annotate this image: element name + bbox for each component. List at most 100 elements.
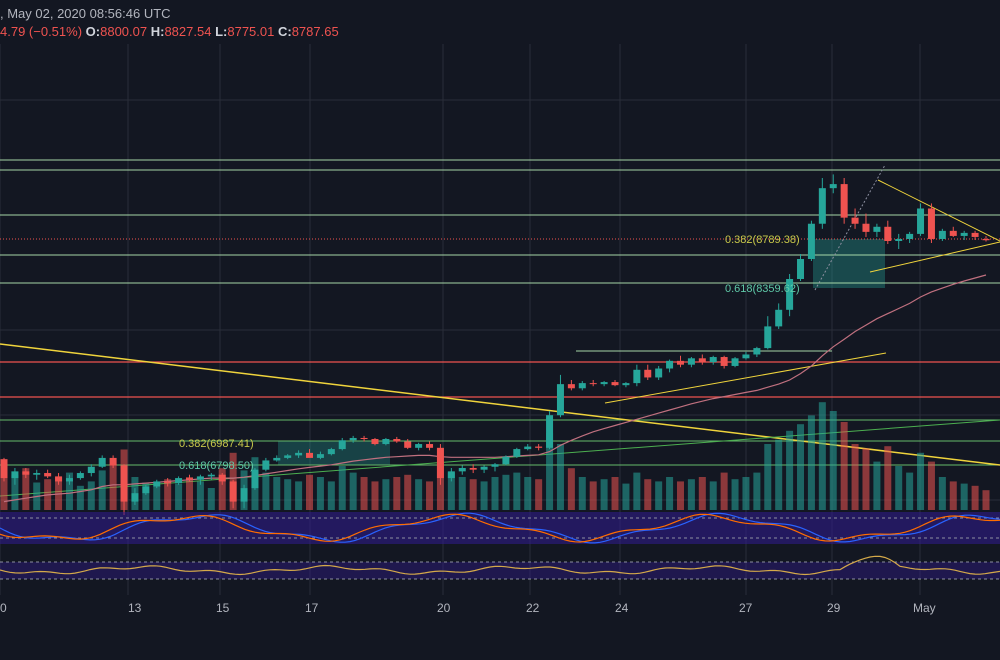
candle-body <box>556 384 564 416</box>
x-tick-label: 17 <box>305 601 319 615</box>
candle-body <box>862 223 870 232</box>
candle-body <box>622 383 630 386</box>
volume-bar <box>884 446 892 510</box>
volume-bar <box>775 439 783 510</box>
candle-body <box>273 457 281 461</box>
candle-body <box>131 493 139 502</box>
volume-bar <box>567 468 575 510</box>
volume-bar <box>480 481 488 510</box>
candle-body <box>360 437 368 439</box>
candle-body <box>76 473 84 479</box>
rsi-band <box>0 562 1000 579</box>
volume-bar <box>262 472 270 510</box>
candle-body <box>917 208 925 234</box>
volume-bar <box>949 481 957 510</box>
candlesticks <box>0 174 990 515</box>
volume-bar <box>786 430 794 510</box>
candle-body <box>153 481 161 487</box>
volume-bar <box>676 481 684 510</box>
candle-body <box>731 358 739 366</box>
volume-bar <box>862 448 870 510</box>
candle-body <box>207 474 215 477</box>
candle-body <box>927 208 935 239</box>
candle-body <box>458 468 466 472</box>
volume-bar <box>11 474 19 510</box>
candle-body <box>982 238 990 241</box>
candle-body <box>535 446 543 448</box>
volume-bar <box>175 483 183 510</box>
candle-body <box>480 466 488 470</box>
volume-bar <box>546 433 554 510</box>
volume-bar <box>927 461 935 510</box>
volume-bar <box>589 481 597 510</box>
volume-bar <box>753 472 761 510</box>
volume-bar <box>655 481 663 510</box>
candle-body <box>306 452 314 458</box>
candle-body <box>98 457 106 467</box>
triangle-upper-line <box>877 179 1000 242</box>
candle-body <box>676 360 684 365</box>
candle-body <box>393 439 401 442</box>
candle-body <box>262 460 270 470</box>
candle-body <box>229 481 237 502</box>
close-value: 8787.65 <box>291 24 339 39</box>
candle-body <box>502 456 510 465</box>
candle-body <box>829 184 837 189</box>
candle-body <box>775 309 783 327</box>
candle-body <box>971 232 979 237</box>
candle-body <box>666 360 674 369</box>
volume-bar <box>196 481 204 510</box>
fib-zone-upper <box>813 239 885 288</box>
x-tick-label: 29 <box>827 601 841 615</box>
ohlc-header: , May 02, 2020 08:56:46 UTC 4.79 (−0.51%… <box>0 0 1000 44</box>
volume-bar <box>524 477 532 510</box>
x-tick-label: 0 <box>0 601 7 615</box>
volume-bar <box>720 472 728 510</box>
volume-bar <box>906 472 914 510</box>
candle-body <box>720 357 728 366</box>
candle-body <box>709 357 717 363</box>
volume-bar <box>840 422 848 510</box>
candle-body <box>404 441 412 448</box>
close-label: C: <box>277 24 292 39</box>
volume-bar <box>316 477 324 510</box>
volume-bar <box>764 444 772 510</box>
candle-body <box>600 382 608 385</box>
volume-bar <box>491 477 499 510</box>
candle-body <box>436 447 444 479</box>
candle-body <box>567 384 575 389</box>
volume-bar <box>797 424 805 510</box>
rsi-panel <box>0 555 1000 580</box>
volume-bar <box>807 415 815 510</box>
volume-bar <box>938 477 946 510</box>
candle-body <box>142 486 150 494</box>
candle-body <box>524 446 532 450</box>
stoch-d-line <box>0 513 1000 543</box>
volume-bar <box>469 479 477 510</box>
x-tick-label: 13 <box>128 601 142 615</box>
candle-body <box>906 233 914 239</box>
candle-body <box>426 444 434 448</box>
volume-bar <box>404 474 412 510</box>
candle-body <box>698 358 706 363</box>
candle-body <box>949 230 957 236</box>
volume-bar <box>633 472 641 510</box>
volume-bar <box>917 452 925 510</box>
volume-bar <box>622 483 630 510</box>
volume-bar <box>185 477 193 510</box>
volume-bar <box>666 477 674 510</box>
candle-body <box>349 437 357 441</box>
candle-body <box>546 415 554 448</box>
volume-bar <box>818 402 826 510</box>
volume-bar <box>273 477 281 510</box>
candle-body <box>589 383 597 385</box>
candle-body <box>797 259 805 279</box>
candle-body <box>513 449 521 457</box>
x-tick-label: 27 <box>739 601 753 615</box>
candle-body <box>611 382 619 386</box>
fib-labels: 0.382(8789.38) 0.618(8359.62) 0.382(6987… <box>179 234 800 472</box>
volume-bar <box>513 472 521 510</box>
candle-body <box>316 454 324 458</box>
horizontal-levels <box>0 159 1000 466</box>
